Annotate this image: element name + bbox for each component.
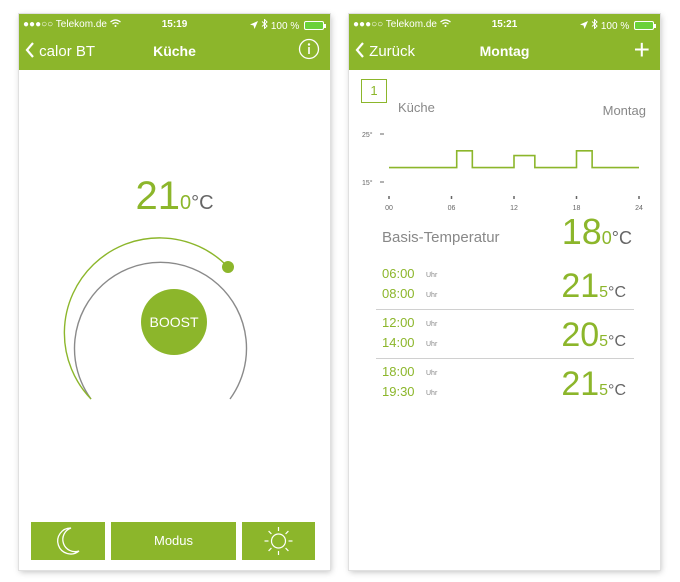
slot-temp-decimal: 5	[599, 284, 609, 301]
y-tick-label: 15°	[362, 179, 373, 187]
slot-temp-unit: °C	[608, 284, 626, 301]
x-tick-label: 00	[385, 205, 393, 212]
slot-end-time: 19:30	[382, 384, 415, 399]
add-icon: +	[633, 34, 650, 65]
slot-temperature: 205°C	[561, 316, 626, 355]
back-chevron-icon	[25, 42, 39, 60]
header: ●●●○○ Telekom.de 15:21 100 %	[349, 14, 660, 70]
slot-end-unit: Uhr	[426, 292, 438, 299]
nav-bar: Zurück Montag +	[349, 36, 660, 70]
battery-label: 100 %	[600, 21, 630, 32]
schedule-slot[interactable]: 12:00 Uhr 14:00 Uhr 205°C	[376, 311, 634, 359]
dial-track	[73, 261, 248, 400]
battery-label: 100 %	[270, 21, 300, 32]
temp-decimal: 0	[179, 192, 192, 214]
slot-end-unit: Uhr	[426, 390, 438, 397]
divider	[376, 358, 634, 359]
dial-handle[interactable]	[222, 261, 234, 273]
slot-start-time: 06:00	[382, 266, 415, 281]
battery-icon	[634, 21, 656, 30]
slot-temp-decimal: 5	[599, 333, 609, 350]
slot-temp-unit: °C	[608, 382, 626, 399]
slot-temp-whole: 21	[561, 267, 600, 305]
day-number-badge[interactable]: 1	[361, 79, 387, 103]
x-tick-label: 12	[510, 205, 518, 212]
slot-temp-whole: 21	[561, 365, 600, 403]
slot-temperature: 215°C	[561, 365, 626, 404]
wifi-icon	[439, 19, 451, 30]
bluetooth-icon	[261, 18, 271, 32]
slot-temp-unit: °C	[608, 333, 626, 350]
slot-temp-decimal: 5	[599, 382, 609, 399]
carrier-label: ●●●○○ Telekom.de	[23, 19, 107, 30]
basis-temp-whole: 18	[561, 211, 602, 252]
carrier-label: ●●●○○ Telekom.de	[353, 19, 437, 30]
status-bar: ●●●○○ Telekom.de 15:21 100 %	[349, 14, 660, 34]
y-tick-label: 25°	[362, 131, 373, 139]
back-label: calor BT	[39, 43, 96, 60]
slot-end-time: 08:00	[382, 286, 415, 301]
temp-whole: 21	[135, 174, 180, 218]
slot-start-unit: Uhr	[426, 370, 438, 377]
location-icon	[250, 21, 261, 32]
header: ●●●○○ Telekom.de 15:19 100 %	[19, 14, 330, 70]
basis-temperature-value[interactable]: 180°C	[562, 211, 632, 253]
temperature-schedule-line	[389, 149, 639, 169]
x-tick-label: 18	[573, 205, 581, 212]
left-screen: ●●●○○ Telekom.de 15:19 100 %	[19, 14, 330, 570]
room-label: Küche	[398, 100, 435, 115]
slot-start-time: 12:00	[382, 315, 415, 330]
x-tick-label: 06	[448, 205, 456, 212]
sun-icon	[242, 527, 315, 564]
day-label: Montag	[602, 103, 646, 118]
dial-progress	[63, 237, 229, 400]
slot-temperature: 215°C	[561, 267, 626, 306]
mode-button[interactable]: Modus	[111, 522, 236, 560]
page-title: Küche	[153, 43, 196, 59]
info-icon	[298, 38, 320, 64]
slot-start-unit: Uhr	[426, 321, 438, 328]
current-temperature: 210°C	[19, 174, 330, 219]
slot-end-unit: Uhr	[426, 341, 438, 348]
schedule-slot[interactable]: 18:00 Uhr 19:30 Uhr 215°C	[376, 360, 634, 406]
slot-temp-whole: 20	[561, 316, 600, 354]
wifi-icon	[109, 19, 121, 30]
divider	[376, 309, 634, 310]
back-chevron-icon	[355, 42, 369, 60]
temperature-dial[interactable]	[19, 214, 330, 414]
boost-button[interactable]: BOOST	[141, 289, 207, 355]
slot-start-unit: Uhr	[426, 272, 438, 279]
back-button[interactable]: calor BT	[25, 42, 95, 60]
schedule-chart: 25° 15° 00 06 12 18 24	[362, 131, 643, 212]
day-mode-button[interactable]	[242, 522, 315, 560]
status-bar: ●●●○○ Telekom.de 15:19 100 %	[19, 14, 330, 34]
location-icon	[580, 21, 591, 32]
x-tick-label: 24	[635, 205, 643, 212]
back-button[interactable]: Zurück	[355, 42, 415, 60]
basis-temperature-label: Basis-Temperatur	[382, 229, 500, 246]
page-title: Montag	[479, 43, 530, 59]
add-button[interactable]: +	[634, 36, 650, 64]
basis-temp-decimal: 0	[601, 228, 612, 248]
basis-temp-unit: °C	[611, 228, 632, 248]
battery-icon	[304, 21, 326, 30]
right-screen: ●●●○○ Telekom.de 15:21 100 %	[349, 14, 660, 570]
back-label: Zurück	[369, 43, 416, 60]
temp-unit: °C	[191, 192, 214, 214]
nav-bar: calor BT Küche	[19, 36, 330, 70]
schedule-slot[interactable]: 06:00 Uhr 08:00 Uhr 215°C	[376, 262, 634, 310]
slot-start-time: 18:00	[382, 364, 415, 379]
night-mode-button[interactable]	[31, 522, 105, 560]
clock: 15:19	[161, 19, 188, 30]
clock: 15:21	[491, 19, 518, 30]
slot-end-time: 14:00	[382, 335, 415, 350]
info-button[interactable]	[298, 38, 320, 65]
bluetooth-icon	[591, 18, 601, 32]
moon-icon	[31, 527, 105, 564]
